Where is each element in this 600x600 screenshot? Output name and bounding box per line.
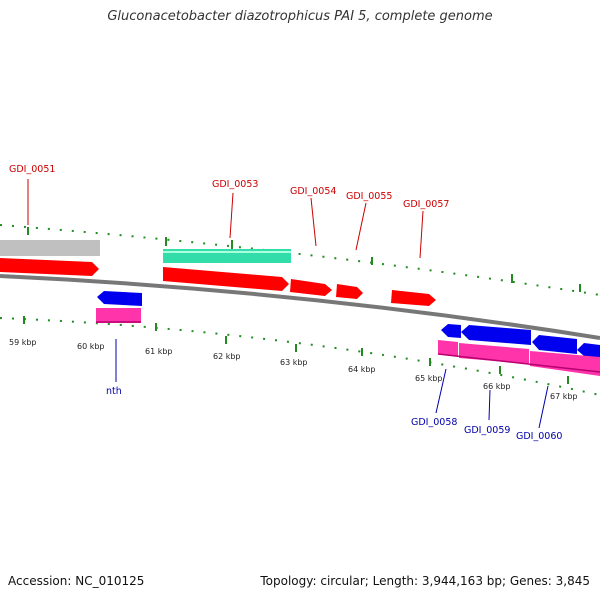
scale-label-59: 59 kbp (9, 338, 37, 347)
cds-reverse-1 (97, 291, 142, 306)
scale-label-61: 61 kbp (145, 347, 173, 356)
scale-label-66: 66 kbp (483, 382, 511, 391)
gene-label-gdi-0055: GDI_0055 (346, 191, 392, 202)
scale-labels: 59 kbp 60 kbp 61 kbp 62 kbp 63 kbp 64 kb… (9, 338, 578, 401)
scale-label-65: 65 kbp (415, 374, 443, 383)
reverse-label-leaders (115, 339, 549, 429)
gene-label-gdi-0059: GDI_0059 (464, 425, 510, 436)
gray-feature (0, 240, 100, 256)
forward-cds-track (0, 258, 436, 306)
cds-reverse-3 (461, 325, 531, 345)
gene-label-gdi-0053: GDI_0053 (212, 179, 258, 190)
cds-forward-1 (0, 258, 99, 276)
cds-reverse-2 (441, 324, 461, 338)
scale-label-67: 67 kbp (550, 392, 578, 401)
cds-forward-2 (163, 267, 289, 291)
accession-text: Accession: NC_010125 (8, 574, 145, 588)
rna-reverse-2 (438, 340, 458, 357)
gc-track-inner (0, 317, 600, 396)
rna-reverse-borders (96, 321, 600, 373)
cds-reverse-5 (577, 343, 600, 358)
cds-forward-3 (290, 279, 332, 296)
scale-label-62: 62 kbp (213, 352, 241, 361)
scale-label-60: 60 kbp (77, 342, 105, 351)
gene-label-gdi-0057: GDI_0057 (403, 199, 449, 210)
gene-label-gdi-0054: GDI_0054 (290, 186, 336, 197)
cds-forward-5 (391, 290, 436, 306)
genome-title: Gluconacetobacter diazotrophicus PAI 5, … (107, 9, 493, 24)
gc-tall-ticks (23, 227, 581, 384)
gc-track-outer (0, 224, 600, 296)
cds-reverse-4 (532, 335, 577, 354)
rna-reverse-1 (96, 308, 141, 323)
gene-label-gdi-0060: GDI_0060 (516, 431, 562, 442)
gene-label-gdi-0051: GDI_0051 (9, 164, 55, 175)
gene-label-gdi-0058: GDI_0058 (411, 417, 457, 428)
forward-label-leaders (27, 179, 424, 259)
scale-label-63: 63 kbp (280, 358, 308, 367)
genome-summary-text: Topology: circular; Length: 3,944,163 bp… (260, 574, 590, 588)
gene-label-nth: nth (106, 386, 122, 397)
cds-forward-4 (336, 284, 363, 299)
scale-label-64: 64 kbp (348, 365, 376, 374)
genome-backbone (0, 274, 600, 340)
reverse-cds-track (97, 291, 600, 358)
